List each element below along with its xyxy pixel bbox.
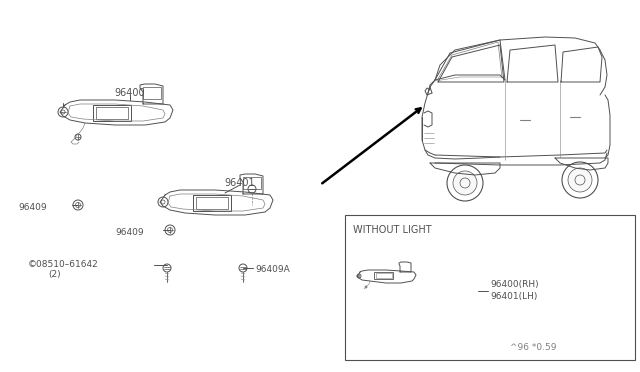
Bar <box>345 215 635 360</box>
Text: ©08510–61642: ©08510–61642 <box>28 260 99 269</box>
Text: 96409: 96409 <box>18 203 47 212</box>
Text: ^96 *0.59: ^96 *0.59 <box>510 343 557 353</box>
Bar <box>243 177 261 189</box>
Bar <box>93 105 131 121</box>
Text: 96409A: 96409A <box>255 265 290 274</box>
Bar <box>196 197 228 209</box>
Text: (2): (2) <box>48 270 61 279</box>
Text: 96401(LH): 96401(LH) <box>490 292 538 301</box>
Bar <box>193 195 231 211</box>
Circle shape <box>568 168 592 192</box>
Text: 96409: 96409 <box>115 228 143 237</box>
Bar <box>374 272 393 279</box>
Text: 96401: 96401 <box>225 178 255 188</box>
Text: WITHOUT LIGHT: WITHOUT LIGHT <box>353 225 431 235</box>
Text: 96400(RH): 96400(RH) <box>490 280 539 289</box>
Bar <box>96 107 128 119</box>
Text: 96400: 96400 <box>115 88 145 98</box>
Circle shape <box>453 171 477 195</box>
Bar <box>143 87 161 99</box>
Bar <box>376 273 392 278</box>
